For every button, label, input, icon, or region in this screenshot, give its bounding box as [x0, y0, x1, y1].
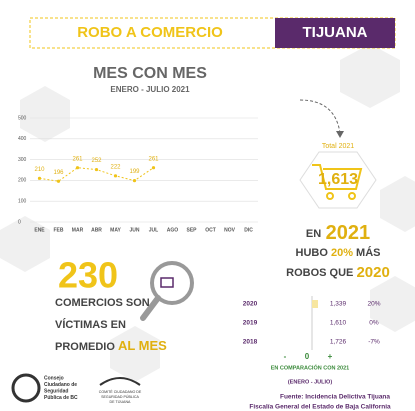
comparison-line: EN 2021 — [306, 222, 370, 244]
year-rows: 2020 1,339 20% 2019 1,610 0% 2018 1,726 -7% — [243, 301, 381, 346]
average-text: VÍCTIMAS EN — [55, 318, 126, 331]
logo1-line: Ciudadano de — [44, 382, 77, 388]
city-box — [275, 18, 395, 48]
data-label: 261 — [148, 156, 159, 162]
x-tick-label: AGO — [167, 227, 179, 233]
logo1-line: Consejo — [44, 375, 64, 381]
year-total: 1,339 — [330, 301, 347, 308]
data-label: 196 — [53, 170, 64, 176]
x-tick-label: ABR — [91, 227, 102, 233]
logo2-line: COMITÉ CIUDADANO DE — [99, 389, 142, 394]
y-tick-label: 0 — [18, 219, 21, 225]
x-tick-label: OCT — [205, 227, 216, 233]
text: MÁS — [356, 246, 380, 259]
magnifier — [150, 261, 194, 305]
logo1-line: Pública de BC — [44, 395, 78, 401]
magnifier-icon — [160, 277, 174, 288]
point — [132, 179, 137, 183]
y-tick-label: 300 — [18, 157, 27, 163]
comparison-period: (ENERO - JULIO) — [288, 379, 332, 385]
year: 2019 — [243, 320, 258, 327]
average-value: 230 — [58, 255, 118, 296]
comparison-line: ROBOS QUE 2020 — [286, 264, 390, 281]
point — [75, 166, 80, 170]
text: HUBO — [296, 247, 329, 259]
agency: Fiscalía General del Estado de Baja Cali… — [249, 404, 391, 411]
legend-zero: 0 — [305, 352, 310, 361]
text: 20% — [331, 247, 353, 259]
year-total: 1,726 — [330, 339, 347, 346]
point — [113, 174, 118, 178]
data-label: 261 — [72, 156, 83, 162]
cart-wheel — [348, 192, 356, 200]
total-label: Total 2021 — [322, 143, 354, 150]
source: Fuente: Incidencia Delictiva Tijuana — [280, 394, 390, 401]
arrow — [299, 99, 341, 134]
x-tick-label: ENE — [34, 227, 45, 233]
point — [94, 167, 99, 172]
x-tick-label: SEP — [186, 227, 197, 233]
data-label: 222 — [110, 164, 121, 170]
x-tick-label: JUL — [149, 227, 158, 233]
y-tick-label: 100 — [18, 199, 27, 205]
comparison-line: HUBO 20% MÁS — [296, 246, 381, 259]
point — [37, 176, 42, 180]
magnifier-handle — [140, 295, 161, 321]
x-tick-label: DIC — [244, 227, 253, 233]
text: AL MES — [118, 338, 167, 353]
text: EN — [306, 228, 321, 240]
year-change: 0% — [369, 320, 379, 327]
logo-arc — [99, 377, 141, 386]
average-text: PROMEDIO AL MES — [55, 338, 167, 353]
y-tick-label: 500 — [18, 115, 27, 121]
x-tick-label: JUN — [129, 227, 139, 233]
header-title: ROBO A COMERCIO — [77, 24, 223, 41]
logo-ring — [11, 373, 41, 403]
year-total: 1,610 — [330, 320, 347, 327]
cart-icon — [312, 164, 363, 190]
year-change: -7% — [368, 339, 380, 346]
data-label: 199 — [129, 169, 140, 175]
legend-plus: + — [328, 352, 333, 361]
legend-minus: - — [284, 352, 287, 361]
total-value: 1,613 — [318, 171, 358, 188]
x-tick-label: MAR — [72, 227, 84, 233]
point — [151, 166, 156, 170]
logo2-line: DE TIJUANA — [110, 400, 132, 404]
x-tick-label: FEB — [54, 227, 64, 233]
text: PROMEDIO — [55, 341, 115, 353]
comparison-note: EN COMPARACIÓN CON 2021 — [271, 363, 349, 371]
arrow-head — [336, 131, 344, 138]
average-text: COMERCIOS SON — [55, 297, 150, 309]
data-label: 252 — [91, 158, 102, 164]
y-tick-label: 200 — [18, 178, 27, 184]
y-tick-label: 400 — [18, 136, 27, 142]
year: 2020 — [243, 301, 258, 308]
chart-title: MES CON MES — [93, 65, 207, 82]
year: 2018 — [243, 339, 258, 346]
text: 2020 — [356, 264, 389, 281]
logo2-line: SEGURIDAD PÚBLICA — [101, 394, 139, 399]
point — [56, 179, 61, 183]
hexagon-background — [0, 44, 415, 382]
text: ROBOS QUE — [286, 267, 353, 279]
x-tick-label: MAY — [110, 227, 121, 233]
data-label: 210 — [34, 167, 45, 173]
year-change: 20% — [367, 301, 380, 308]
city: TIJUANA — [302, 24, 367, 41]
logo1-line: Seguridad — [44, 388, 68, 394]
line-chart: 0 100 200 300 400 500 ENE FEB MAR ABR MAY JUN JUL AGO… — [18, 115, 258, 233]
chart-subtitle: ENERO - JULIO 2021 — [110, 85, 190, 94]
x-tick-label: NOV — [224, 227, 236, 233]
text: 2021 — [326, 222, 371, 244]
cart-wheel — [326, 192, 334, 200]
year-bar — [312, 300, 318, 308]
